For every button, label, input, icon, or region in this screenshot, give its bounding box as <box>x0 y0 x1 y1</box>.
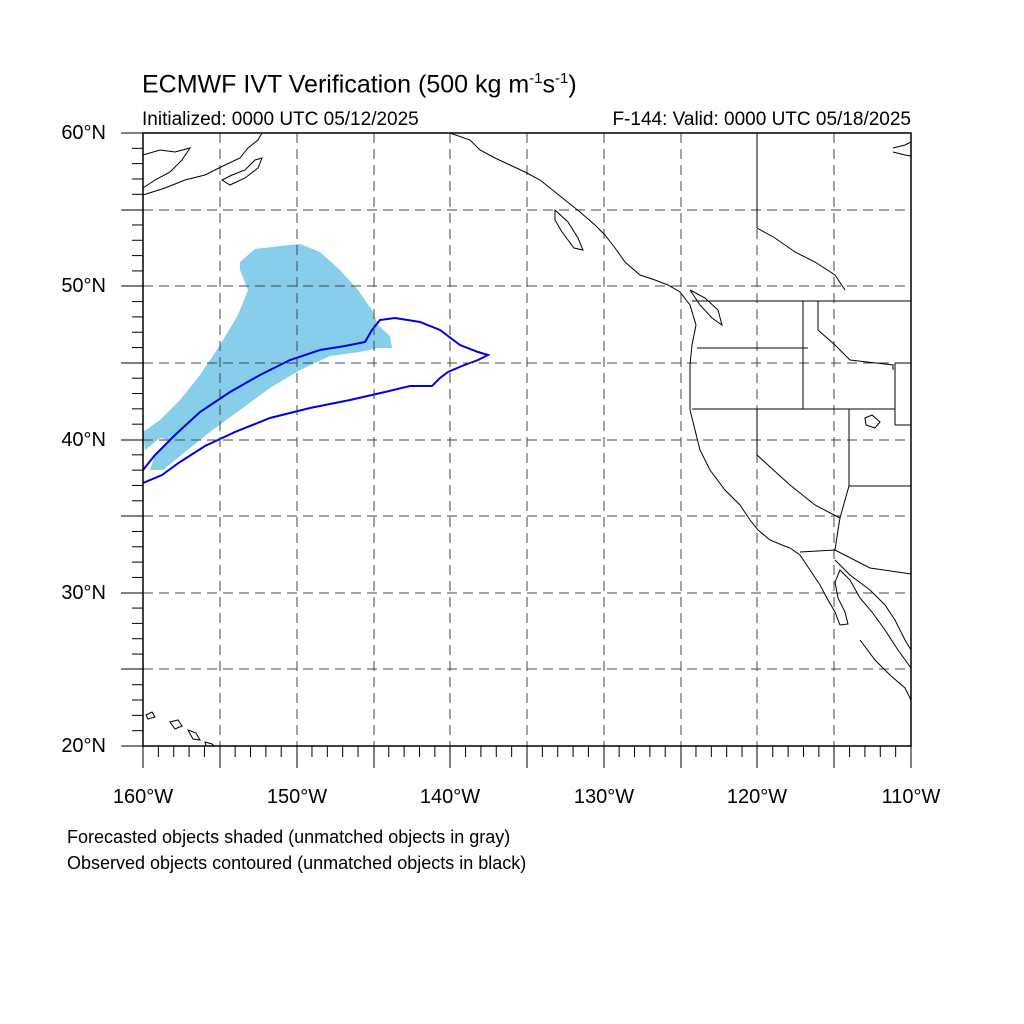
chart-title: ECMWF IVT Verification (500 kg m-1s-1) <box>142 70 577 99</box>
lon-label-150w: 150°W <box>266 786 328 808</box>
graticule <box>143 133 911 746</box>
minor-tick-marks <box>132 147 897 757</box>
lat-label-50: 50°N <box>61 275 106 297</box>
lat-label-60: 60°N <box>61 122 106 144</box>
coastlines <box>142 132 912 747</box>
tick-marks <box>121 132 912 768</box>
lon-label-140w: 140°W <box>419 786 481 808</box>
forecast-ivt-object <box>143 244 392 470</box>
lat-label-20: 20°N <box>61 735 106 757</box>
lon-label-120w: 120°W <box>726 786 788 808</box>
lon-label-110w: 110°W <box>881 786 941 808</box>
lat-label-30: 30°N <box>61 582 106 604</box>
initialized-label: Initialized: 0000 UTC 05/12/2025 <box>142 109 419 130</box>
observed-ivt-contour <box>142 316 491 484</box>
valid-time-label: F-144: Valid: 0000 UTC 05/18/2025 <box>612 109 911 130</box>
lat-label-40: 40°N <box>61 429 106 451</box>
legend-forecast: Forecasted objects shaded (unmatched obj… <box>67 827 511 847</box>
legend-observed: Observed objects contoured (unmatched ob… <box>67 853 527 873</box>
lon-label-160w: 160°W <box>112 786 174 808</box>
lon-label-130w: 130°W <box>573 786 635 808</box>
political-borders <box>692 133 912 575</box>
